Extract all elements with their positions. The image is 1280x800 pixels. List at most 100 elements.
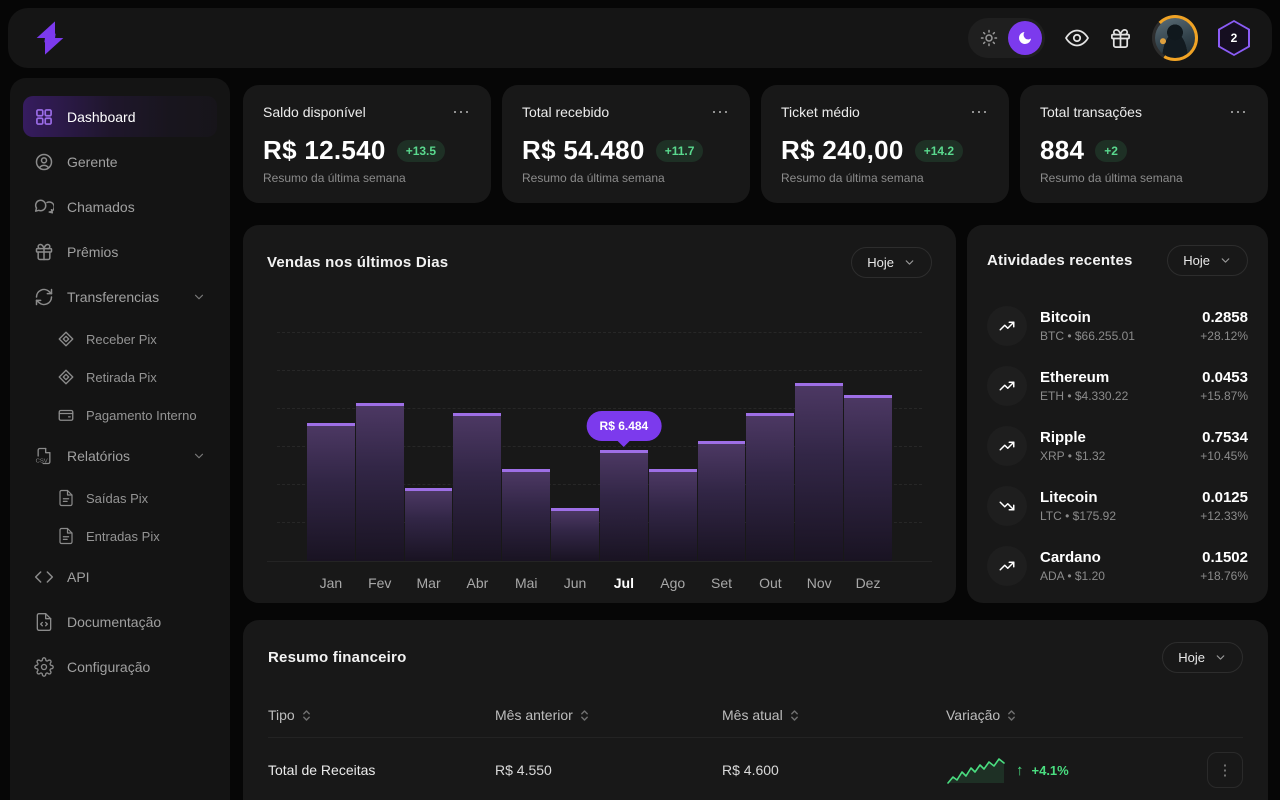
stat-title: Total transações — [1040, 104, 1142, 120]
bar-fev[interactable] — [355, 322, 404, 561]
sidebar-item-label: Relatórios — [67, 447, 131, 464]
activity-row-ripple[interactable]: Ripple XRP • $1.32 0.7534 +10.45% — [987, 416, 1248, 476]
summary-table-header: Tipo Mês anterior Mês atual Variação — [268, 707, 1243, 738]
activity-row-litecoin[interactable]: Litecoin LTC • $175.92 0.0125 +12.33% — [987, 476, 1248, 536]
sort-icon — [1007, 709, 1016, 722]
sidebar-item-configuracao[interactable]: Configuração — [23, 646, 217, 687]
sidebar-item-label: API — [67, 568, 90, 585]
summary-period-dropdown[interactable]: Hoje — [1162, 642, 1243, 673]
theme-toggle[interactable] — [968, 18, 1045, 58]
bar-jul[interactable]: R$ 6.484 — [586, 322, 662, 561]
sidebar-item-saidas-pix[interactable]: Saídas Pix — [23, 480, 217, 516]
moon-icon[interactable] — [1008, 21, 1042, 55]
bar-mar[interactable] — [404, 322, 453, 561]
more-options-icon[interactable] — [1229, 107, 1248, 117]
sidebar-item-label: Entradas Pix — [86, 528, 160, 544]
row-menu-button[interactable] — [1207, 752, 1243, 788]
chevron-down-icon — [903, 256, 916, 269]
column-header-variacao[interactable]: Variação — [946, 707, 1199, 723]
grid-line — [277, 332, 922, 333]
sidebar-item-dashboard[interactable]: Dashboard — [23, 96, 217, 137]
activity-row-ethereum[interactable]: Ethereum ETH • $4.330.22 0.0453 +15.87% — [987, 356, 1248, 416]
table-row[interactable]: Total de Receitas R$ 4.550 R$ 4.600 +4.1… — [268, 738, 1243, 800]
bar-jan[interactable] — [307, 322, 355, 561]
asset-sub: ADA • $1.20 — [1040, 569, 1105, 583]
asset-name: Ethereum — [1040, 369, 1110, 386]
trending-up-icon — [987, 366, 1027, 406]
gift-icon[interactable] — [1109, 27, 1132, 50]
stat-subtitle: Resumo da última semana — [263, 171, 406, 185]
code-icon — [34, 567, 54, 587]
column-header-mes-atual[interactable]: Mês atual — [722, 707, 946, 723]
variation-value: +4.1% — [1031, 762, 1069, 778]
sidebar-item-api[interactable]: API — [23, 556, 217, 597]
x-axis-label: Abr — [466, 575, 489, 591]
sidebar-item-documentacao[interactable]: Documentação — [23, 601, 217, 642]
summary-card: Resumo financeiro Hoje Tipo Mês anterior… — [243, 620, 1268, 800]
sidebar-item-label: Dashboard — [67, 108, 136, 125]
sidebar-item-retirada-pix[interactable]: Retirada Pix — [23, 359, 217, 395]
more-options-icon[interactable] — [970, 107, 989, 117]
column-header-mes-anterior[interactable]: Mês anterior — [495, 707, 722, 723]
sidebar-item-entradas-pix[interactable]: Entradas Pix — [23, 518, 217, 554]
bar-nov[interactable] — [795, 322, 844, 561]
sun-icon[interactable] — [980, 29, 998, 47]
chart-period-dropdown[interactable]: Hoje — [851, 247, 932, 278]
trending-up-icon — [987, 306, 1027, 346]
sidebar-item-label: Documentação — [67, 613, 162, 630]
app-logo[interactable] — [30, 16, 70, 60]
sidebar-item-relatorios[interactable]: CSV Relatórios — [23, 435, 217, 476]
column-label: Variação — [946, 707, 1001, 723]
row-variacao: +4.1% — [946, 755, 1199, 785]
gear-icon — [34, 656, 54, 677]
bar-ago[interactable] — [648, 322, 697, 561]
asset-value: 0.2858 — [1202, 309, 1248, 326]
avatar[interactable] — [1155, 18, 1195, 58]
sidebar-item-pagamento-interno[interactable]: Pagamento Interno — [23, 397, 217, 433]
sidebar-item-label: Transferencias — [67, 288, 160, 305]
sidebar-item-gerente[interactable]: Gerente — [23, 141, 217, 182]
asset-name: Ripple — [1040, 429, 1086, 446]
activities-title: Atividades recentes — [987, 252, 1133, 269]
bar-dez[interactable] — [844, 322, 892, 561]
more-options-icon[interactable] — [711, 107, 730, 117]
bar-jun[interactable] — [551, 322, 599, 561]
bar-out[interactable] — [746, 322, 795, 561]
sidebar-item-chamados[interactable]: Chamados — [23, 186, 217, 227]
sort-icon — [580, 709, 589, 722]
bar-set[interactable] — [697, 322, 746, 561]
wallet-icon — [57, 406, 75, 424]
sales-chart-labels: Jan Fev Mar Abr Mai Jun Jul Ago Set Out Nov Dez — [267, 575, 932, 591]
activity-row-cardano[interactable]: Cardano ADA • $1.20 0.1502 +18.76% — [987, 536, 1248, 596]
chart-period-label: Hoje — [867, 255, 894, 270]
stat-subtitle: Resumo da última semana — [1040, 171, 1183, 185]
trending-up-icon — [987, 546, 1027, 586]
x-axis-label: Dez — [855, 575, 881, 591]
level-badge[interactable]: 2 — [1218, 20, 1250, 56]
x-axis-label: Set — [711, 575, 733, 591]
bar-abr[interactable] — [453, 322, 502, 561]
more-options-icon[interactable] — [452, 107, 471, 117]
file-code-icon — [34, 612, 54, 632]
x-axis-label: Out — [759, 575, 782, 591]
asset-change: +18.76% — [1200, 569, 1248, 583]
sidebar-item-receber-pix[interactable]: Receber Pix — [23, 321, 217, 357]
chevron-down-icon — [192, 290, 206, 304]
column-header-tipo[interactable]: Tipo — [268, 707, 495, 723]
asset-change: +12.33% — [1200, 509, 1248, 523]
arrow-up-icon — [1016, 762, 1024, 779]
grid-line — [277, 484, 922, 485]
asset-change: +15.87% — [1200, 389, 1248, 403]
eye-icon[interactable] — [1065, 26, 1089, 50]
x-axis-label: Jun — [563, 575, 587, 591]
grid-line — [277, 370, 922, 371]
chevron-down-icon — [1219, 254, 1232, 267]
x-axis-label: Fev — [368, 575, 392, 591]
sales-chart-card: Vendas nos últimos Dias Hoje R$ 6.484 Ja… — [243, 225, 956, 603]
sidebar-item-premios[interactable]: Prêmios — [23, 231, 217, 272]
sidebar-item-transferencias[interactable]: Transferencias — [23, 276, 217, 317]
activity-row-bitcoin[interactable]: Bitcoin BTC • $66.255.01 0.2858 +28.12% — [987, 296, 1248, 356]
activities-period-dropdown[interactable]: Hoje — [1167, 245, 1248, 276]
bar-mai[interactable] — [502, 322, 551, 561]
sort-icon — [790, 709, 799, 722]
